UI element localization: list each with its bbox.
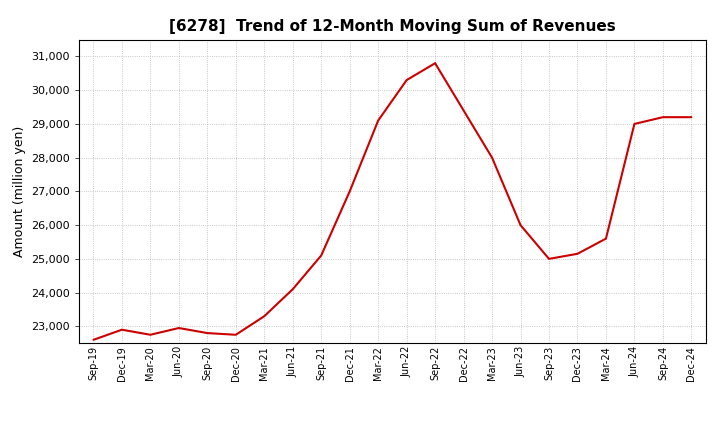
Title: [6278]  Trend of 12-Month Moving Sum of Revenues: [6278] Trend of 12-Month Moving Sum of R… xyxy=(169,19,616,34)
Y-axis label: Amount (million yen): Amount (million yen) xyxy=(13,126,26,257)
